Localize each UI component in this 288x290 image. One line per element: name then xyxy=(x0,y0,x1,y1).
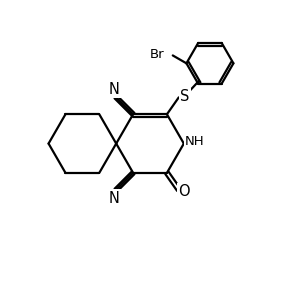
Text: O: O xyxy=(178,184,190,199)
Text: Br: Br xyxy=(150,48,165,61)
Text: N: N xyxy=(109,81,120,97)
Text: N: N xyxy=(109,191,120,206)
Text: S: S xyxy=(180,89,190,104)
Text: NH: NH xyxy=(185,135,204,148)
